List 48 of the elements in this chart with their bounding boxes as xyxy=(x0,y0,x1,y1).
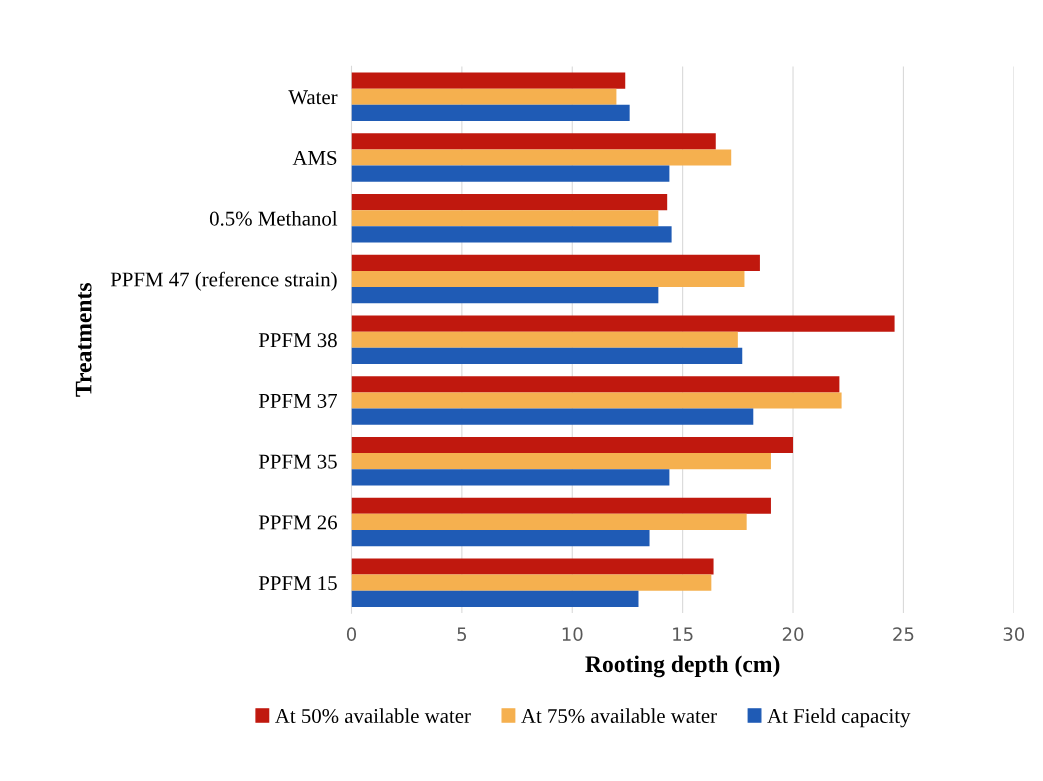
y-tick-label: PPFM 15 xyxy=(258,576,337,591)
legend-label: At Field capacity xyxy=(767,708,911,728)
x-tick-label: 10 xyxy=(562,627,583,641)
x-tick-label: 30 xyxy=(1003,627,1025,641)
y-tick-label: PPFM 38 xyxy=(258,333,337,348)
bar xyxy=(351,392,842,409)
bar xyxy=(351,453,771,470)
bar xyxy=(351,513,747,531)
bar xyxy=(351,254,760,271)
bar xyxy=(351,193,668,211)
y-tick-label: 0.5% Methanol xyxy=(209,211,338,226)
bar xyxy=(351,315,895,332)
bar xyxy=(351,210,659,227)
y-tick-label: Water xyxy=(288,90,338,105)
bar xyxy=(351,331,738,348)
y-tick-label: PPFM 26 xyxy=(258,515,337,530)
y-axis-title: Treatments xyxy=(75,283,92,397)
bar xyxy=(351,287,659,304)
bar xyxy=(351,149,732,166)
bar xyxy=(351,574,712,591)
x-tick-label: 0 xyxy=(346,627,357,641)
bar xyxy=(351,469,670,486)
bar xyxy=(351,497,771,514)
bar xyxy=(351,408,754,425)
x-tick-label: 15 xyxy=(673,627,693,641)
x-tick-label: 25 xyxy=(893,627,914,641)
bar xyxy=(351,376,840,393)
legend-label: At 50% available water xyxy=(275,708,471,724)
y-tick-label: PPFM 37 xyxy=(258,393,338,408)
bar xyxy=(351,590,639,608)
x-tick-label: 20 xyxy=(782,627,804,641)
x-axis-title: Rooting depth (cm) xyxy=(585,655,780,678)
x-tick-label: 5 xyxy=(457,627,467,641)
y-tick-label: PPFM 47 (reference strain) xyxy=(110,271,337,291)
bar xyxy=(351,436,794,454)
bar xyxy=(351,165,670,182)
bar xyxy=(351,270,745,288)
bar xyxy=(351,88,617,105)
bar xyxy=(351,72,626,89)
bar xyxy=(351,133,716,150)
bar xyxy=(351,104,630,122)
y-tick-label: PPFM 35 xyxy=(258,454,337,469)
y-tick-label: AMS xyxy=(292,150,337,165)
bar xyxy=(351,558,714,575)
bar xyxy=(351,530,650,547)
bar xyxy=(351,347,743,365)
legend-label: At 75% available water xyxy=(521,708,717,724)
bar xyxy=(351,226,672,243)
